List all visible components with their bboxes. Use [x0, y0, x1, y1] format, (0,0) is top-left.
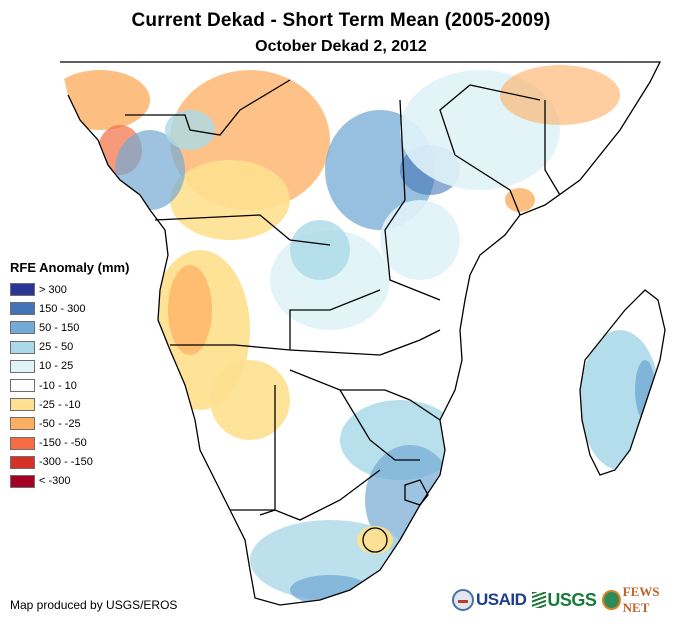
credit-text: Map produced by USGS/EROS [10, 598, 178, 612]
legend-label: -10 - 10 [39, 379, 77, 392]
legend-label: > 300 [39, 283, 67, 296]
anomaly-patch [168, 265, 212, 355]
eswatini-border [404, 479, 429, 506]
usgs-wordmark: USGS [547, 589, 597, 610]
legend-swatch [10, 417, 35, 431]
border [544, 100, 561, 196]
legend-item: -150 - -50 [10, 434, 129, 453]
lesotho-border [362, 527, 388, 553]
country-borders [60, 61, 666, 606]
border [170, 329, 441, 356]
legend-item: -50 - -25 [10, 414, 129, 433]
anomaly-patch [505, 188, 535, 212]
legend-swatch [10, 436, 35, 450]
legend-swatch [10, 302, 35, 316]
map-title: Current Dekad - Short Term Mean (2005-20… [131, 10, 551, 31]
legend-swatch [10, 474, 35, 488]
anomaly-patch [290, 575, 370, 605]
legend-label: 25 - 50 [39, 341, 74, 354]
border [154, 214, 331, 246]
anomaly-map [60, 61, 666, 606]
legend-item: -300 - -150 [10, 453, 129, 472]
legend-label: -150 - -50 [39, 437, 87, 450]
usgs-logo: USGS [532, 589, 597, 611]
legend-swatch [10, 398, 35, 412]
legend-label: < -300 [39, 475, 71, 488]
legend-label: -300 - -150 [39, 456, 93, 469]
legend-item: 10 - 25 [10, 357, 129, 376]
legend-swatch [10, 321, 35, 335]
legend-label: -25 - -10 [39, 398, 81, 411]
anomaly-patch [210, 360, 290, 440]
legend-item: < -300 [10, 472, 129, 491]
legend-item: 50 - 150 [10, 318, 129, 337]
border [339, 389, 420, 461]
legend-item: -25 - -10 [10, 395, 129, 414]
legend: RFE Anomaly (mm) > 300 150 - 300 50 - 150 2… [10, 260, 129, 491]
legend-label: 150 - 300 [39, 302, 86, 315]
legend-label: 50 - 150 [39, 321, 80, 334]
fewsnet-logo: FEWS NET [602, 584, 682, 616]
border [384, 99, 441, 301]
usaid-seal-icon [452, 589, 474, 611]
legend-item: > 300 [10, 280, 129, 299]
legend-item: -10 - 10 [10, 376, 129, 395]
madagascar-outline [579, 289, 666, 476]
border [125, 79, 291, 136]
legend-swatch [10, 283, 35, 297]
border [439, 84, 541, 156]
anomaly-patch [380, 200, 460, 280]
legend-label: -50 - -25 [39, 417, 81, 430]
fewsnet-globe-icon [602, 590, 621, 610]
legend-label: 10 - 25 [39, 360, 74, 373]
usaid-wordmark: USAID [476, 590, 527, 609]
border [289, 369, 441, 421]
legend-item: 25 - 50 [10, 338, 129, 357]
fewsnet-wordmark: FEWS NET [622, 584, 660, 615]
legend-swatch [10, 455, 35, 469]
usaid-logo: USAID [452, 589, 527, 611]
legend-items: > 300 150 - 300 50 - 150 25 - 50 10 - 25 -10 … [10, 280, 129, 491]
coastline [60, 61, 662, 606]
legend-swatch [10, 359, 35, 373]
map-subtitle: October Dekad 2, 2012 [255, 38, 427, 55]
anomaly-patch [290, 220, 350, 280]
legend-swatch [10, 379, 35, 393]
logos: USAID USGS FEWS NET [452, 584, 682, 616]
border [454, 154, 521, 216]
anomaly-patch [60, 70, 150, 130]
legend-item: 150 - 300 [10, 299, 129, 318]
anomaly-patch [500, 65, 620, 125]
legend-title: RFE Anomaly (mm) [10, 260, 130, 275]
legend-swatch [10, 340, 35, 354]
border [289, 289, 381, 350]
border [230, 469, 381, 521]
usgs-wave-icon [532, 592, 547, 608]
anomaly-patch [635, 360, 655, 420]
anomaly-patch [170, 160, 290, 240]
